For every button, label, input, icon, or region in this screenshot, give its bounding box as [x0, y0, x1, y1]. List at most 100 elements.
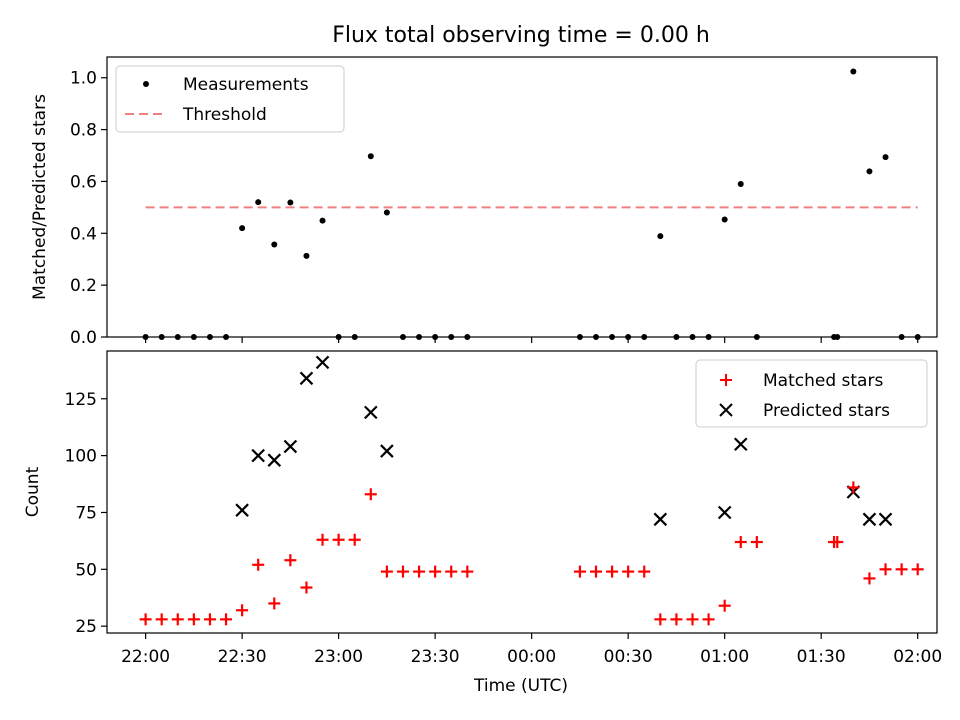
x-tick-label: 23:30 — [411, 647, 460, 667]
x-tick-label: 23:00 — [314, 647, 363, 667]
x-tick-label: 00:30 — [604, 647, 653, 667]
measurement-point — [866, 168, 873, 175]
bottom-y-tick-label: 25 — [75, 617, 97, 637]
predicted-point — [283, 439, 298, 454]
matched-point — [863, 572, 876, 585]
matched-point — [155, 613, 168, 626]
matched-point — [316, 533, 329, 546]
bottom-legend-box — [695, 359, 928, 428]
legend-matched-label: Matched stars — [763, 371, 883, 391]
matched-point — [718, 599, 731, 612]
predicted-point — [862, 512, 877, 527]
bottom-plot-frame — [106, 350, 938, 634]
predicted-point — [267, 453, 282, 467]
top-panel: 0.0 0.2 0.4 0.6 0.8 1.0 Matched/Predicted sta… — [30, 56, 938, 348]
matched-point — [702, 613, 715, 626]
measurement-point — [721, 216, 728, 223]
chart-title: Flux total observing time = 0.00 h — [332, 23, 710, 48]
legend-measurement-marker — [143, 81, 149, 87]
predicted-point — [733, 437, 748, 452]
bottom-y-tick-label: 75 — [75, 503, 97, 523]
bottom-y-tick-label: 125 — [65, 390, 97, 410]
measurement-point — [882, 154, 889, 161]
bottom-y-ticks: 25 50 75 100 125 — [65, 390, 107, 637]
predicted-point — [380, 444, 394, 458]
matched-point — [750, 536, 763, 549]
matched-point — [847, 481, 860, 494]
measurement-point — [850, 68, 857, 75]
x-tick-label: 22:30 — [218, 647, 267, 667]
matched-point — [300, 581, 313, 594]
matched-point — [268, 597, 281, 610]
matched-point — [654, 613, 667, 626]
matched-point — [203, 613, 216, 626]
top-y-tick-label: 0.8 — [70, 121, 97, 141]
measurement-point — [319, 217, 326, 224]
measurement-point — [737, 181, 744, 188]
legend-threshold-label: Threshold — [182, 105, 267, 125]
matched-point — [831, 536, 844, 549]
predicted-point — [878, 512, 893, 527]
predicted-point — [251, 448, 265, 463]
top-y-tick-label: 0.0 — [70, 328, 97, 348]
predicted-point — [653, 512, 668, 527]
bottom-y-tick-label: 100 — [65, 447, 97, 467]
top-y-tick-label: 0.4 — [70, 224, 97, 244]
legend-predicted-marker — [719, 403, 733, 417]
matched-point — [911, 563, 924, 576]
matched-point — [236, 604, 249, 617]
measurement-point — [367, 153, 374, 160]
bottom-x-ticks: 22:00 22:30 23:00 23:30 00:00 00:30 01:00 01:30… — [121, 633, 942, 667]
matched-point — [139, 613, 152, 626]
legend-matched-marker — [720, 374, 732, 386]
top-y-axis-label: Matched/Predicted stars — [30, 94, 50, 300]
measurement-point — [657, 233, 664, 240]
top-legend-box — [115, 65, 345, 133]
top-y-tick-label: 0.6 — [70, 172, 97, 192]
predicted-point — [235, 503, 249, 517]
measurement-point — [255, 199, 262, 206]
x-tick-label: 02:00 — [893, 647, 942, 667]
x-tick-label: 00:00 — [507, 647, 556, 667]
bottom-legend: Matched stars Predicted stars — [695, 359, 928, 428]
matched-point — [284, 554, 297, 567]
predicted-point — [299, 371, 314, 386]
matched-point — [734, 536, 747, 549]
measurement-point — [239, 225, 246, 232]
matched-point — [670, 613, 683, 626]
matched-point — [879, 563, 892, 576]
predicted-point — [717, 505, 732, 520]
x-tick-label: 01:30 — [797, 647, 846, 667]
matched-point — [573, 565, 586, 578]
matched-point — [606, 565, 619, 578]
matched-point — [461, 565, 474, 578]
top-y-tick-label: 1.0 — [70, 69, 97, 89]
measurement-point — [287, 199, 294, 206]
predicted-points — [235, 355, 893, 527]
bottom-panel: 25 50 75 100 125 22:00 22:30 23:00 23:30 00:00 00… — [23, 350, 942, 696]
matched-point — [187, 613, 200, 626]
matched-point — [396, 565, 409, 578]
measurement-point — [271, 241, 278, 248]
matched-point — [638, 565, 651, 578]
predicted-point — [364, 405, 378, 420]
matched-point — [622, 565, 635, 578]
measurement-point — [303, 252, 310, 259]
x-tick-label: 22:00 — [121, 647, 170, 667]
measurement-point — [383, 209, 390, 216]
predicted-point — [315, 355, 330, 370]
measurement-points — [142, 68, 921, 340]
matched-points — [139, 481, 924, 626]
matched-point — [332, 533, 345, 546]
matched-point — [445, 565, 458, 578]
matched-point — [348, 533, 361, 546]
top-legend: Measurements Threshold — [115, 65, 345, 133]
x-tick-label: 01:00 — [700, 647, 749, 667]
top-x-ticks — [145, 337, 919, 343]
bottom-y-axis-label: Count — [23, 466, 43, 517]
matched-point — [252, 558, 265, 571]
matched-point — [413, 565, 426, 578]
bottom-y-tick-label: 50 — [75, 560, 97, 580]
matched-point — [895, 563, 908, 576]
